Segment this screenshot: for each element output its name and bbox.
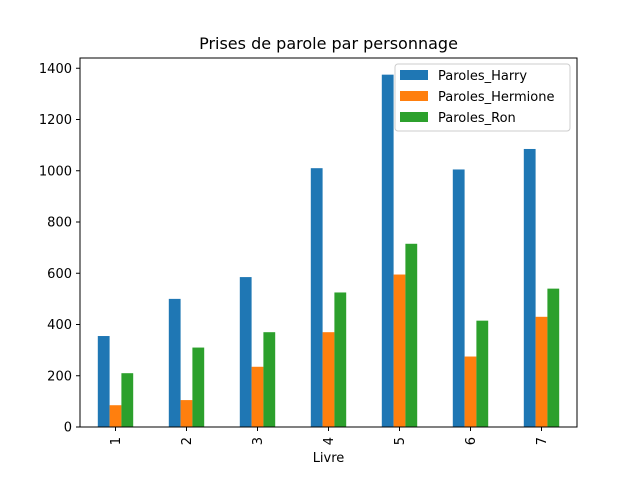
x-tick-label: 5 (393, 437, 408, 445)
bar-paroles-harry-livre-6 (452, 169, 465, 427)
bar-paroles-hermione-livre-4 (322, 332, 335, 427)
legend-swatch (400, 91, 428, 101)
bar-paroles-hermione-livre-2 (180, 400, 193, 427)
bar-paroles-harry-livre-4 (310, 168, 323, 427)
bar-paroles-harry-livre-3 (239, 277, 252, 427)
x-tick-label: 2 (180, 437, 195, 445)
bar-paroles-hermione-livre-5 (393, 274, 406, 427)
x-tick-label: 6 (464, 437, 479, 445)
bar-paroles-ron-livre-7 (547, 288, 560, 428)
legend-box (394, 63, 571, 132)
chart-title: Prises de parole par personnage (199, 34, 458, 53)
bar-paroles-hermione-livre-1 (109, 405, 122, 427)
bar-paroles-ron-livre-6 (476, 320, 489, 427)
bar-paroles-harry-livre-1 (97, 336, 110, 427)
legend-label: Paroles_Ron (438, 111, 516, 126)
bar-paroles-hermione-livre-7 (535, 316, 548, 427)
legend-label: Paroles_Harry (438, 69, 527, 84)
x-axis: 1 2 3 4 5 6 7 (109, 427, 550, 445)
legend: Paroles_Harry Paroles_Hermione Paroles_Ron (394, 63, 571, 132)
legend-label: Paroles_Hermione (438, 90, 554, 105)
bar-paroles-ron-livre-4 (334, 292, 347, 427)
bars-layer (97, 74, 560, 428)
bar-paroles-harry-livre-7 (523, 148, 536, 427)
bar-paroles-ron-livre-5 (405, 243, 418, 427)
y-tick-label: 0 (64, 421, 72, 436)
x-tick-label: 3 (251, 437, 266, 445)
legend-swatch (400, 70, 428, 80)
x-tick-label: 1 (109, 437, 124, 445)
x-tick-label: 4 (322, 437, 337, 445)
bar-paroles-harry-livre-5 (381, 74, 394, 427)
x-tick-label: 7 (535, 437, 550, 445)
bar-paroles-harry-livre-2 (168, 298, 181, 428)
bar-paroles-hermione-livre-6 (464, 356, 477, 427)
y-tick-label: 200 (47, 369, 72, 384)
bar-paroles-ron-livre-2 (192, 347, 205, 427)
bar-paroles-hermione-livre-3 (251, 366, 264, 427)
legend-swatch (400, 112, 428, 122)
y-axis: 0 200 400 600 800 1000 1200 1400 (39, 62, 80, 436)
x-axis-title: Livre (313, 451, 345, 466)
bar-paroles-ron-livre-3 (263, 332, 276, 427)
y-tick-label: 400 (47, 318, 72, 333)
y-tick-label: 800 (47, 216, 72, 231)
y-tick-label: 1000 (39, 164, 72, 179)
bar-paroles-ron-livre-1 (121, 373, 134, 427)
y-tick-label: 1400 (39, 62, 72, 77)
y-tick-label: 600 (47, 267, 72, 282)
y-tick-label: 1200 (39, 113, 72, 128)
